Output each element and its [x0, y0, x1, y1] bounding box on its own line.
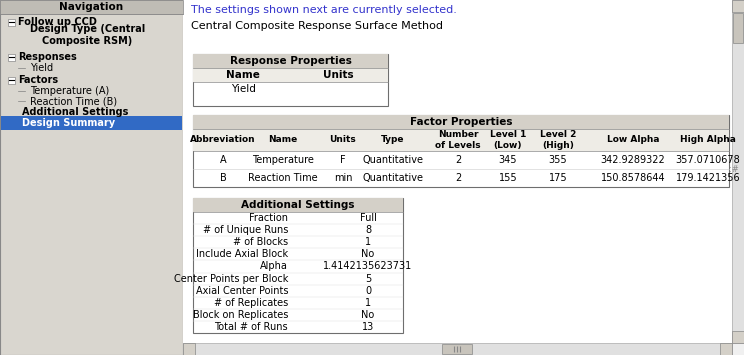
Bar — [193, 198, 403, 212]
Text: # of Unique Runs: # of Unique Runs — [202, 225, 288, 235]
Text: Abbreviation: Abbreviation — [190, 136, 256, 144]
Text: Full: Full — [359, 213, 376, 223]
Text: Responses: Responses — [18, 52, 77, 62]
Text: min: min — [334, 173, 352, 183]
Bar — [0, 0, 183, 355]
Bar — [8, 54, 15, 61]
Bar — [193, 54, 388, 68]
Bar — [732, 0, 744, 343]
Text: Units: Units — [330, 136, 356, 144]
Text: :#: :# — [729, 164, 739, 174]
Bar — [193, 115, 729, 187]
Text: # of Blocks: # of Blocks — [233, 237, 288, 247]
Bar — [1, 116, 182, 130]
Text: 155: 155 — [498, 173, 517, 183]
Bar — [0, 0, 183, 14]
Bar — [732, 0, 744, 12]
Text: Response Properties: Response Properties — [230, 56, 351, 66]
Text: 8: 8 — [365, 225, 371, 235]
Text: Level 1
(Low): Level 1 (Low) — [490, 130, 526, 150]
Text: Design Summary: Design Summary — [22, 118, 115, 128]
Bar — [733, 13, 743, 43]
Bar — [193, 129, 729, 151]
Text: Number
of Levels: Number of Levels — [435, 130, 481, 150]
Text: # of Replicates: # of Replicates — [214, 298, 288, 308]
Bar — [183, 343, 732, 355]
Text: Central Composite Response Surface Method: Central Composite Response Surface Metho… — [191, 21, 443, 31]
Text: Yield: Yield — [30, 63, 53, 73]
Bar — [442, 344, 472, 354]
Text: Reaction Time: Reaction Time — [248, 173, 318, 183]
Text: Design Type (Central
Composite RSM): Design Type (Central Composite RSM) — [30, 24, 145, 46]
Bar — [193, 68, 388, 82]
Text: Additional Settings: Additional Settings — [22, 107, 129, 117]
Text: Reaction Time (B): Reaction Time (B) — [30, 96, 117, 106]
Bar — [8, 19, 15, 26]
Text: Temperature (A): Temperature (A) — [30, 86, 109, 96]
Text: 1: 1 — [365, 237, 371, 247]
Text: 345: 345 — [498, 155, 517, 165]
Bar — [732, 331, 744, 343]
Text: B: B — [219, 173, 226, 183]
Text: Name: Name — [226, 70, 260, 80]
Text: 357.0710678: 357.0710678 — [676, 155, 740, 165]
Text: F: F — [340, 155, 346, 165]
Text: Factor Properties: Factor Properties — [410, 117, 513, 127]
Text: Factors: Factors — [18, 75, 58, 85]
Text: 150.8578644: 150.8578644 — [600, 173, 665, 183]
Text: Navigation: Navigation — [60, 2, 124, 12]
Text: Type: Type — [381, 136, 405, 144]
Text: Axial Center Points: Axial Center Points — [196, 286, 288, 296]
Text: A: A — [219, 155, 226, 165]
Text: No: No — [362, 310, 375, 320]
Text: 179.1421356: 179.1421356 — [676, 173, 740, 183]
Bar — [183, 343, 195, 355]
Bar — [193, 54, 388, 106]
Text: High Alpha: High Alpha — [680, 136, 736, 144]
Text: Center Points per Block: Center Points per Block — [173, 274, 288, 284]
Text: 1.4142135623731: 1.4142135623731 — [324, 261, 413, 272]
Bar — [183, 0, 732, 355]
Bar — [193, 115, 729, 129]
Text: 13: 13 — [362, 322, 374, 332]
Text: Yield: Yield — [231, 84, 255, 94]
Text: 5: 5 — [365, 274, 371, 284]
Text: 2: 2 — [455, 155, 461, 165]
Text: Additional Settings: Additional Settings — [241, 200, 355, 210]
Text: 2: 2 — [455, 173, 461, 183]
Text: 0: 0 — [365, 286, 371, 296]
Text: Quantitative: Quantitative — [362, 173, 423, 183]
Text: The settings shown next are currently selected.: The settings shown next are currently se… — [191, 5, 457, 15]
Text: Quantitative: Quantitative — [362, 155, 423, 165]
Text: Name: Name — [269, 136, 298, 144]
Text: Units: Units — [323, 70, 353, 80]
Text: Total # of Runs: Total # of Runs — [214, 322, 288, 332]
Text: Level 2
(High): Level 2 (High) — [540, 130, 576, 150]
Text: Alpha: Alpha — [260, 261, 288, 272]
Text: 342.9289322: 342.9289322 — [600, 155, 665, 165]
Text: 175: 175 — [548, 173, 568, 183]
Text: Follow up CCD: Follow up CCD — [18, 17, 97, 27]
Bar — [720, 343, 732, 355]
Text: Low Alpha: Low Alpha — [607, 136, 659, 144]
Text: Block on Replicates: Block on Replicates — [193, 310, 288, 320]
Text: Fraction: Fraction — [249, 213, 288, 223]
Text: Temperature: Temperature — [252, 155, 314, 165]
Text: 1: 1 — [365, 298, 371, 308]
Bar — [8, 77, 15, 84]
Bar — [193, 198, 403, 333]
Text: 355: 355 — [548, 155, 568, 165]
Text: No: No — [362, 249, 375, 260]
Text: Include Axial Block: Include Axial Block — [196, 249, 288, 260]
